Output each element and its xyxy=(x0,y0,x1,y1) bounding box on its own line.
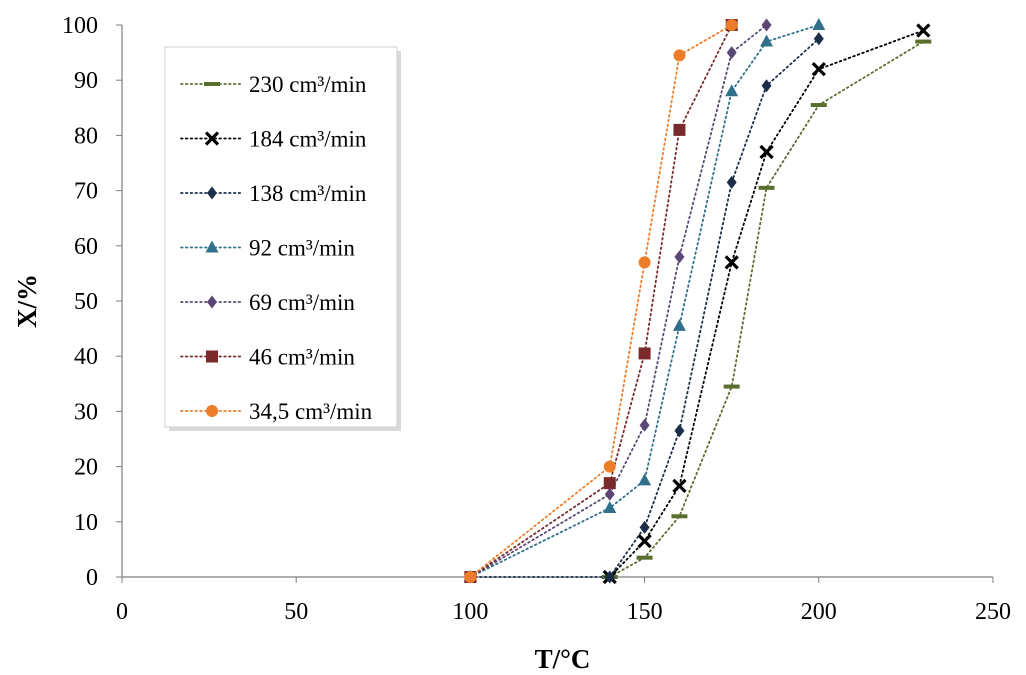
y-tick-label: 70 xyxy=(74,179,98,205)
data-point xyxy=(674,250,685,264)
data-point xyxy=(758,185,775,190)
legend-marker xyxy=(206,405,218,417)
legend-entry: 184 cm³/min xyxy=(180,127,367,152)
legend: 230 cm³/min 184 cm³/min 138 cm³/min 92 cm³/… xyxy=(164,46,401,431)
y-axis-title: X/% xyxy=(12,274,42,328)
legend-marker xyxy=(207,295,217,309)
legend-label: 46 cm³/min xyxy=(249,345,355,370)
data-point xyxy=(673,123,686,136)
y-tick-label: 40 xyxy=(74,344,98,370)
legend-label: 92 cm³/min xyxy=(249,236,355,261)
series-1 xyxy=(602,23,931,585)
data-point xyxy=(603,501,617,513)
series-4 xyxy=(465,18,772,584)
data-point xyxy=(672,318,686,331)
legend-marker xyxy=(204,82,220,86)
data-point xyxy=(811,62,826,77)
y-tick-label: 50 xyxy=(74,289,98,315)
legend-label: 184 cm³/min xyxy=(249,127,367,152)
data-point xyxy=(916,23,931,38)
data-point xyxy=(761,18,772,32)
data-point xyxy=(673,49,686,62)
y-tick-label: 60 xyxy=(74,234,98,260)
data-point xyxy=(726,175,737,189)
data-point xyxy=(915,39,932,44)
data-point xyxy=(810,103,827,108)
series-line xyxy=(469,24,768,578)
legend-marker xyxy=(205,240,219,253)
legend-entry: 230 cm³/min xyxy=(180,72,367,97)
y-tick-label: 20 xyxy=(74,455,98,481)
series-line xyxy=(469,24,733,578)
x-tick-label: 200 xyxy=(801,599,837,625)
series-2 xyxy=(465,32,824,584)
data-point xyxy=(724,255,739,270)
legend-entry: 69 cm³/min xyxy=(180,290,355,315)
data-point xyxy=(813,32,824,46)
data-point xyxy=(761,79,772,93)
y-tick-label: 90 xyxy=(74,68,98,94)
legend-marker xyxy=(207,186,217,200)
legend-entry: 92 cm³/min xyxy=(180,236,355,261)
legend-label: 138 cm³/min xyxy=(249,181,367,206)
legend-marker xyxy=(204,131,220,146)
legend-entry: 46 cm³/min xyxy=(180,345,355,370)
x-tick-label: 250 xyxy=(975,599,1011,625)
data-point xyxy=(671,514,688,519)
data-point xyxy=(603,477,616,490)
series-5 xyxy=(464,19,738,583)
legend-box xyxy=(164,46,398,428)
data-point xyxy=(603,460,616,473)
data-point xyxy=(760,34,774,47)
data-point xyxy=(604,487,615,501)
x-tick-label: 150 xyxy=(627,599,663,625)
data-point xyxy=(725,84,739,97)
series-layer xyxy=(463,18,932,585)
data-point xyxy=(726,46,737,60)
y-tick-label: 30 xyxy=(74,399,98,425)
data-point xyxy=(725,19,738,31)
series-6 xyxy=(464,19,738,583)
data-point xyxy=(604,570,615,584)
data-point xyxy=(812,18,826,30)
data-point xyxy=(723,384,740,389)
series-line xyxy=(469,24,733,578)
legend-label: 69 cm³/min xyxy=(249,290,355,315)
data-point xyxy=(674,424,685,438)
x-tick-label: 100 xyxy=(452,599,488,625)
x-tick-label: 0 xyxy=(116,599,128,625)
legend-marker xyxy=(206,350,218,363)
y-tick-label: 10 xyxy=(74,510,98,536)
data-point xyxy=(639,520,650,534)
data-point xyxy=(759,144,774,160)
data-point xyxy=(636,555,653,560)
data-point xyxy=(639,418,650,432)
x-tick-label: 50 xyxy=(284,599,308,625)
legend-label: 230 cm³/min xyxy=(249,72,367,97)
legend-entry: 34,5 cm³/min xyxy=(180,399,373,424)
data-point xyxy=(464,571,477,583)
series-3 xyxy=(463,18,826,582)
data-point xyxy=(638,347,651,360)
data-point xyxy=(637,533,652,549)
series-line xyxy=(608,40,925,578)
x-axis-title: T/°C xyxy=(535,644,591,674)
series-line xyxy=(469,37,820,578)
data-point xyxy=(672,478,687,494)
legend-label: 34,5 cm³/min xyxy=(249,399,373,424)
series-line xyxy=(469,24,820,578)
legend-entry: 138 cm³/min xyxy=(180,181,367,206)
y-tick-label: 0 xyxy=(86,565,98,591)
data-point xyxy=(638,473,652,486)
axes: 0 50 100 150 200 250 0 10 20 30 40 50 60 70 80 90 100 xyxy=(62,13,1011,625)
y-tick-label: 80 xyxy=(74,123,98,149)
y-tick-label: 100 xyxy=(62,13,98,39)
data-point xyxy=(638,256,651,269)
